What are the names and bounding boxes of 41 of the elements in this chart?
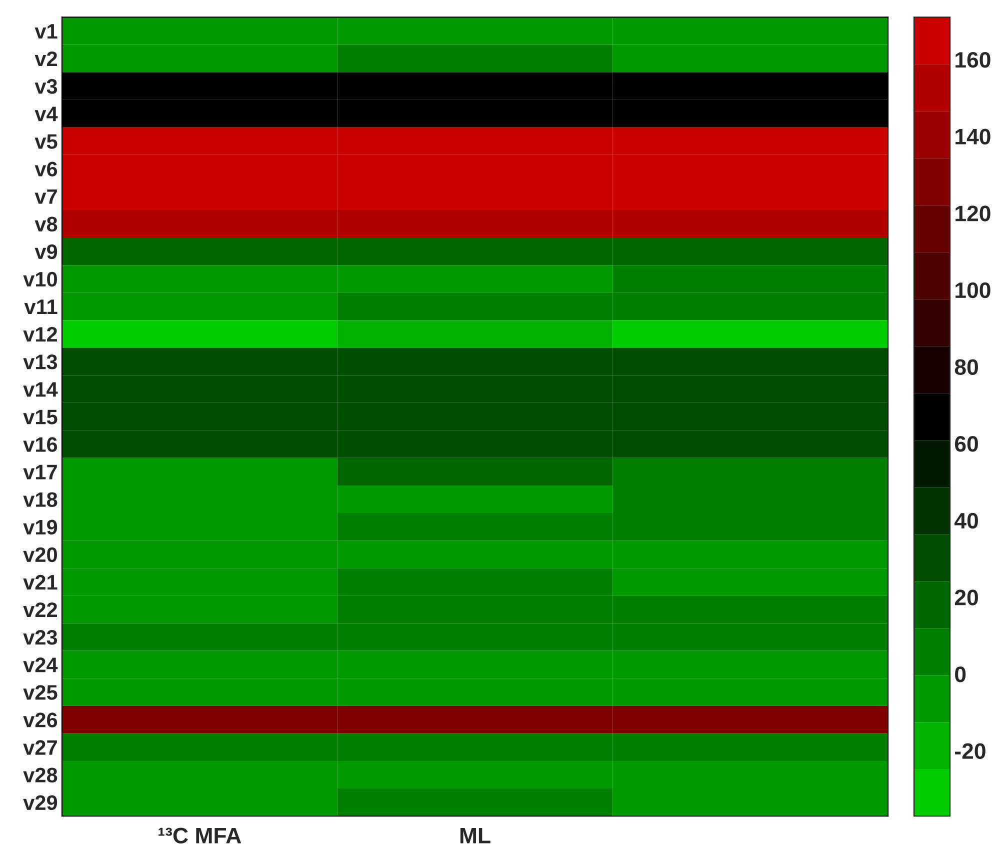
- y-tick-label: v8: [34, 216, 58, 232]
- x-tick-label: ML: [460, 828, 490, 844]
- y-tick-label: v21: [23, 574, 58, 590]
- y-tick-label: v29: [23, 795, 58, 810]
- y-tick-label: v14: [23, 382, 58, 397]
- color-bar-label: 140: [956, 128, 990, 145]
- y-tick-label: v16: [23, 437, 58, 452]
- color-bar-label: 0: [955, 666, 966, 682]
- y-tick-label: v23: [23, 630, 58, 645]
- y-tick-label: v12: [23, 326, 57, 342]
- y-tick-label: v26: [23, 712, 58, 728]
- color-bar-label: 80: [954, 359, 978, 375]
- y-tick-label: v22: [23, 602, 57, 617]
- y-tick-label: v11: [24, 300, 58, 314]
- y-tick-label: v17: [23, 464, 57, 480]
- color-bar-label: -20: [955, 743, 986, 760]
- y-tick-label: v3: [34, 79, 58, 94]
- y-tick-label: v15: [23, 410, 58, 424]
- color-bar-label: 40: [954, 512, 978, 529]
- color-bar-label: 160: [956, 52, 990, 68]
- y-tick-label: v20: [23, 547, 57, 562]
- y-tick-label: v6: [34, 162, 58, 176]
- y-tick-label: v25: [23, 685, 58, 700]
- y-tick-label: v24: [23, 658, 58, 672]
- y-tick-label: v27: [23, 740, 57, 755]
- y-tick-label: v4: [34, 106, 58, 122]
- x-tick-label: ¹³C MFA: [158, 828, 242, 844]
- y-tick-label: v28: [23, 768, 58, 782]
- y-tick-label: v7: [34, 189, 57, 204]
- y-tick-label: v19: [23, 520, 58, 535]
- y-tick-label: v2: [34, 52, 57, 66]
- y-tick-label: v1: [34, 24, 58, 38]
- color-bar-label: 60: [954, 436, 978, 452]
- color-bar-label: 100: [956, 282, 990, 298]
- color-bar-label: 120: [956, 206, 990, 222]
- y-tick-label: v10: [23, 272, 57, 287]
- y-tick-label: v9: [34, 244, 58, 260]
- color-bar-label: 20: [954, 590, 978, 606]
- y-tick-label: v5: [34, 134, 58, 149]
- y-tick-label: v13: [23, 354, 58, 370]
- y-tick-label: v18: [23, 492, 58, 508]
